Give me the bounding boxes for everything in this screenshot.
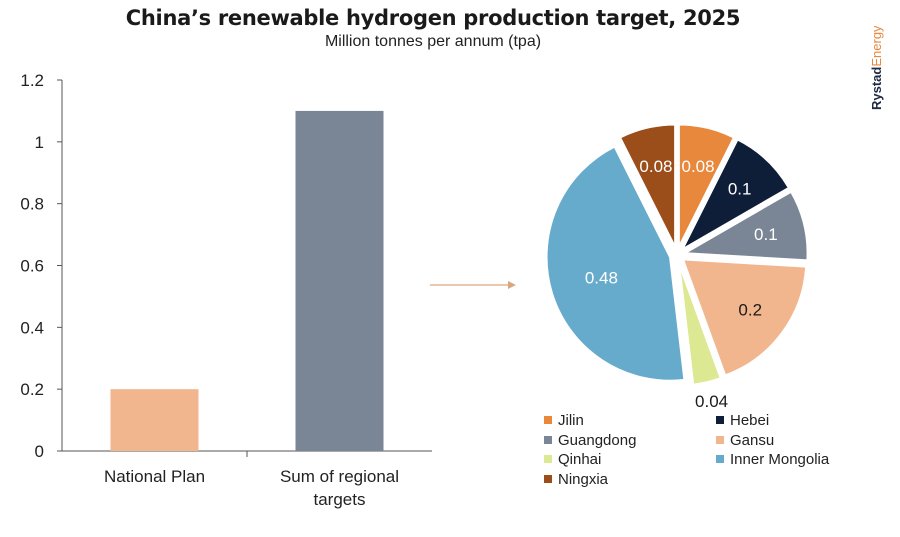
pie-slice-ningxia — [618, 122, 677, 249]
legend-swatch — [716, 455, 724, 464]
pie-value-label-ningxia: 0.08 — [639, 157, 672, 176]
legend-item-gansu: Gansu — [716, 432, 774, 449]
arrow-head — [508, 281, 516, 289]
bar-chart: 0 0.2 0.4 0.6 0.8 1 1.2 National Plan Sum of reg… — [20, 71, 432, 509]
legend-item-inner-mongolia: Inner Mongolia — [716, 451, 829, 468]
legend-item-hebei: Hebei — [716, 412, 769, 429]
pie-slice-jilin — [677, 122, 736, 249]
y-tick-label: 0.6 — [20, 257, 44, 276]
chart-subtitle: Million tonnes per annum (tpa) — [324, 33, 542, 50]
pie-slice-guangdong — [679, 189, 810, 262]
legend-label: Jilin — [558, 412, 584, 429]
legend-label: Guangdong — [558, 431, 637, 449]
pie-slice-qinhai — [677, 261, 723, 387]
connector-arrow — [430, 281, 516, 289]
brand-wordmark: RystadEnergy — [869, 26, 884, 110]
legend-swatch — [544, 455, 552, 464]
legend-swatch — [716, 435, 724, 444]
legend-label: Gansu — [730, 431, 775, 449]
legend-item-guangdong: Guangdong — [544, 432, 636, 449]
legend-item-ningxia: Ningxia — [544, 471, 608, 488]
legend-swatch — [544, 435, 552, 444]
legend-label: Hebei — [730, 412, 770, 429]
y-tick-label: 0.8 — [20, 195, 44, 214]
x-category-label: Sum of regional — [280, 467, 399, 486]
pie-chart: 0.08 0.1 0.1 0.2 0.04 0.48 0.08 — [545, 122, 810, 411]
brand-logo: RystadEnergy — [869, 26, 884, 110]
pie-value-label-gansu: 0.2 — [738, 301, 762, 320]
legend-swatch — [544, 416, 552, 425]
legend-swatch — [544, 474, 552, 483]
legend-item-qinhai: Qinhai — [544, 451, 601, 468]
legend-label: Qinhai — [558, 451, 602, 468]
y-tick-label: 1 — [35, 133, 44, 152]
y-tick-label: 1.2 — [20, 71, 44, 90]
legend-swatch — [716, 416, 724, 425]
y-tick-label: 0.4 — [20, 318, 44, 337]
pie-value-label-qinhai: 0.04 — [695, 392, 728, 411]
pie-value-label-jilin: 0.08 — [682, 157, 715, 176]
x-category-label: targets — [314, 490, 366, 509]
pie-value-label-inner-mongolia: 0.48 — [585, 269, 618, 288]
chart-title: China’s renewable hydrogen production ta… — [125, 6, 741, 30]
pie-slice-gansu — [680, 257, 808, 378]
pie-value-label-guangdong: 0.1 — [754, 225, 778, 244]
x-category-label: National Plan — [104, 467, 205, 486]
bar-national-plan — [110, 389, 199, 451]
pie-slice-inner-mongolia — [545, 144, 687, 383]
pie-slice-hebei — [678, 137, 791, 254]
legend-label: Inner Mongolia — [730, 451, 830, 468]
legend-item-jilin: Jilin — [544, 412, 584, 429]
y-tick-label: 0.2 — [20, 380, 44, 399]
pie-value-label-hebei: 0.1 — [728, 180, 752, 199]
bar-sum-of-regional-targets — [295, 110, 384, 452]
y-tick-label: 0 — [35, 442, 44, 461]
legend-label: Ningxia — [558, 470, 609, 488]
